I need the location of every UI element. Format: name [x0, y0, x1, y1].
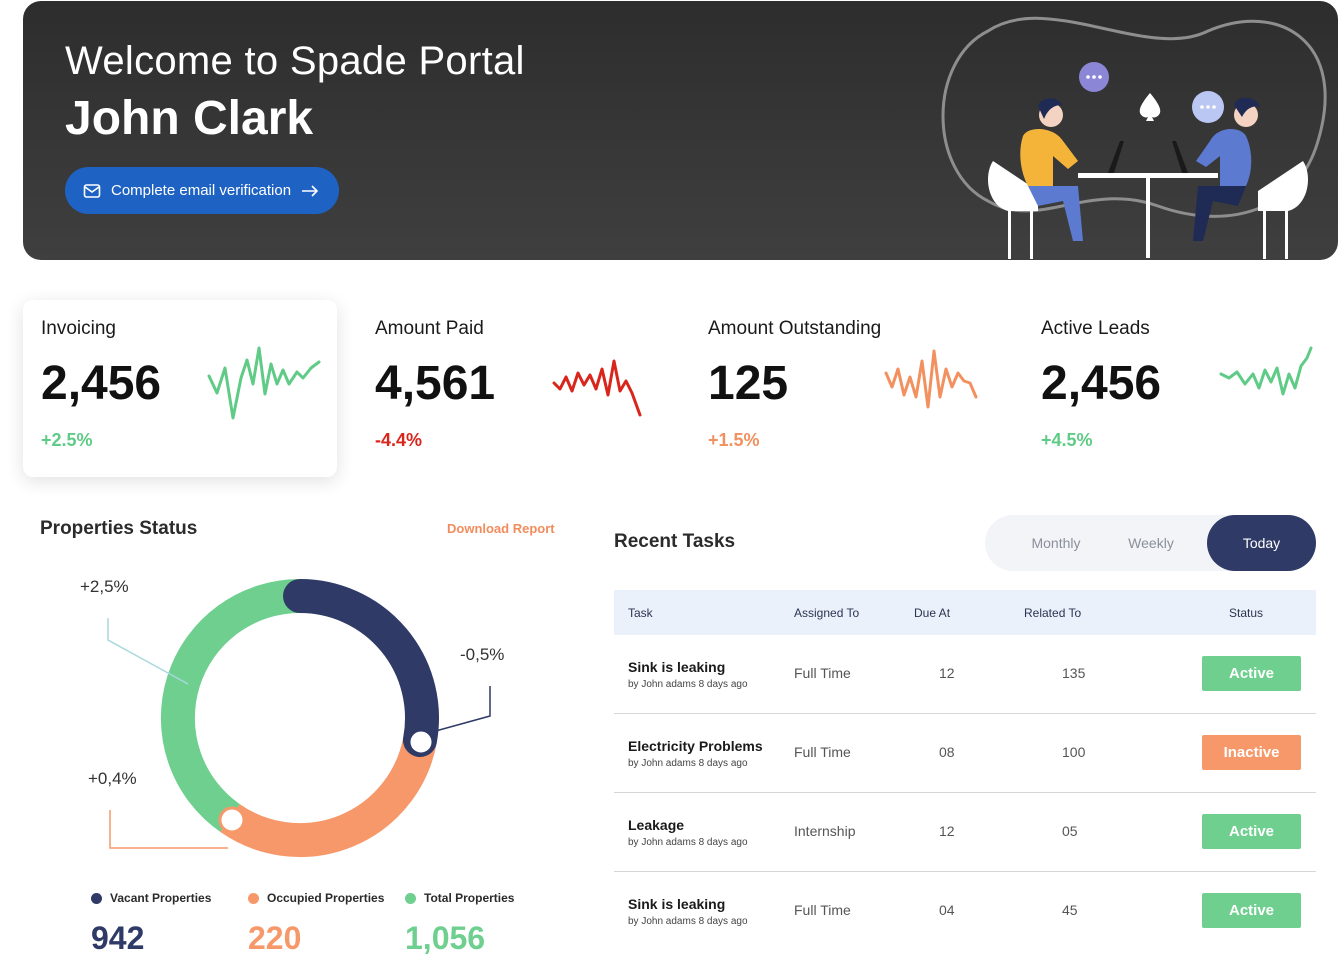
stat-value: 2,456 [41, 357, 162, 410]
status-badge[interactable]: Active [1202, 893, 1301, 928]
tasks-table-header: Task Assigned To Due At Related To Statu… [614, 590, 1316, 635]
task-meta: by John adams 8 days ago [628, 837, 748, 848]
stat-value: 125 [708, 357, 789, 410]
task-meta: by John adams 8 days ago [628, 758, 748, 769]
legend-total: Total Properties [405, 891, 514, 905]
related-to: 100 [1062, 744, 1086, 760]
legend-label: Vacant Properties [110, 891, 212, 905]
verify-label: Complete email verification [111, 182, 292, 199]
callout-right: -0,5% [460, 645, 504, 664]
col-due-at: Due At [914, 606, 951, 620]
donut-segment-occupied [220, 736, 437, 858]
callout-line-top [107, 618, 189, 685]
legend-label: Occupied Properties [267, 891, 385, 905]
status-badge[interactable]: Active [1202, 814, 1301, 849]
legend-label: Total Properties [424, 891, 515, 905]
tab-monthly[interactable]: Monthly [1031, 535, 1081, 551]
stat-card-amount-outstanding[interactable]: Amount Outstanding 125 +1.5% [690, 300, 1004, 477]
task-name: Electricity Problems [628, 738, 763, 754]
stat-label: Amount Paid [375, 318, 484, 339]
callout-left: +0,4% [88, 769, 137, 788]
assigned-to: Internship [794, 823, 856, 839]
table-row[interactable]: Sink is leaking by John adams 8 days ago… [614, 872, 1316, 951]
col-status: Status [1229, 606, 1264, 620]
donut-segment-total [160, 579, 301, 832]
stat-label: Invoicing [41, 318, 116, 339]
tab-weekly[interactable]: Weekly [1128, 535, 1174, 551]
status-badge[interactable]: Active [1202, 656, 1301, 691]
complete-email-verification-button[interactable]: Complete email verification [65, 167, 339, 214]
legend-dot [91, 892, 102, 904]
assigned-to: Full Time [794, 744, 851, 760]
legend-occupied: Occupied Properties [248, 891, 384, 905]
download-report-link[interactable]: Download Report [447, 521, 555, 536]
user-name: John Clark [65, 92, 314, 145]
col-assigned-to: Assigned To [794, 606, 860, 620]
assigned-to: Full Time [794, 665, 851, 681]
welcome-banner: Welcome to Spade Portal John Clark Compl… [23, 1, 1338, 260]
stat-change: +2.5% [41, 430, 93, 450]
callout-top: +2,5% [80, 577, 129, 596]
legend-vacant: Vacant Properties [91, 891, 211, 905]
legend-dot [405, 892, 416, 904]
meeting-illustration [941, 16, 1327, 259]
task-name: Leakage [628, 817, 685, 833]
table-row[interactable]: Sink is leaking by John adams 8 days ago… [614, 635, 1316, 714]
task-name: Sink is leaking [628, 659, 726, 675]
related-to: 45 [1062, 902, 1078, 918]
tab-today[interactable]: Today [1207, 515, 1316, 571]
table-row[interactable]: Electricity Problems by John adams 8 day… [614, 714, 1316, 793]
donut-marker-occupied [218, 806, 246, 834]
due-at: 12 [939, 823, 955, 839]
due-at: 12 [939, 665, 955, 681]
sparkline-amount-outstanding [884, 349, 978, 409]
occupied-count: 220 [248, 920, 302, 956]
stat-change: +4.5% [1041, 430, 1093, 450]
assigned-to: Full Time [794, 902, 851, 918]
due-at: 04 [939, 902, 955, 918]
status-badge[interactable]: Inactive [1202, 735, 1301, 770]
welcome-heading: Welcome to Spade Portal [65, 39, 525, 83]
col-related-to: Related To [1024, 606, 1082, 620]
vacant-count: 942 [91, 920, 145, 956]
task-name: Sink is leaking [628, 896, 726, 912]
callout-line-left [109, 810, 228, 849]
due-at: 08 [939, 744, 955, 760]
stat-value: 4,561 [375, 357, 496, 410]
sparkline-invoicing [207, 346, 321, 420]
sparkline-amount-paid [552, 359, 642, 417]
task-meta: by John adams 8 days ago [628, 679, 748, 690]
recent-tasks-title: Recent Tasks [614, 531, 736, 552]
stat-card-invoicing[interactable]: Invoicing 2,456 +2.5% [23, 300, 337, 477]
table-row[interactable]: Leakage by John adams 8 days ago Interns… [614, 793, 1316, 872]
legend-dot [248, 892, 259, 904]
stat-card-amount-paid[interactable]: Amount Paid 4,561 -4.4% [357, 300, 671, 477]
donut-marker-vacant [407, 728, 435, 756]
mail-check-icon [83, 183, 101, 198]
callout-line-right [431, 686, 491, 733]
stat-label: Active Leads [1041, 318, 1150, 339]
properties-donut-chart: +2,5% -0,5% +0,4% [80, 577, 504, 858]
stat-change: +1.5% [708, 430, 760, 450]
related-to: 05 [1062, 823, 1078, 839]
stat-label: Amount Outstanding [708, 318, 882, 339]
properties-status-title: Properties Status [40, 518, 198, 539]
period-selector: Monthly Weekly Today [985, 515, 1316, 571]
col-task: Task [628, 606, 653, 620]
stat-card-active-leads[interactable]: Active Leads 2,456 +4.5% [1023, 300, 1337, 477]
stat-value: 2,456 [1041, 357, 1162, 410]
sparkline-active-leads [1219, 346, 1313, 396]
related-to: 135 [1062, 665, 1086, 681]
donut-segment-vacant [283, 579, 439, 757]
total-count: 1,056 [405, 920, 486, 956]
arrow-right-icon [302, 184, 319, 197]
stat-change: -4.4% [375, 430, 423, 450]
task-meta: by John adams 8 days ago [628, 916, 748, 927]
